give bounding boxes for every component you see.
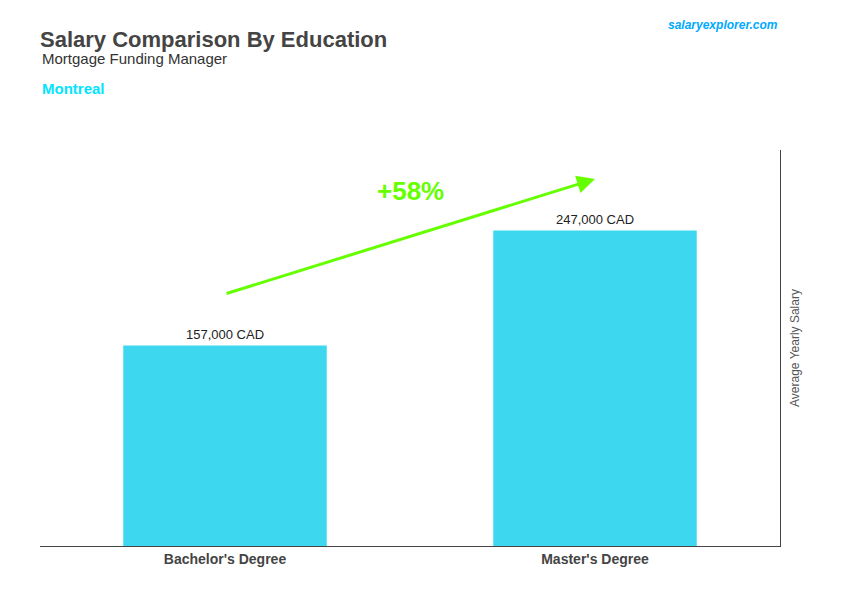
svg-text:Bachelor's Degree: Bachelor's Degree xyxy=(164,551,287,567)
svg-text:Mortgage Funding Manager: Mortgage Funding Manager xyxy=(42,50,227,67)
svg-text:157,000 CAD: 157,000 CAD xyxy=(186,327,264,342)
svg-text:Master's Degree: Master's Degree xyxy=(541,551,649,567)
svg-text:salaryexplorer.com: salaryexplorer.com xyxy=(668,18,778,32)
svg-text:Average Yearly Salary: Average Yearly Salary xyxy=(788,289,802,407)
svg-text:+58%: +58% xyxy=(377,176,444,206)
svg-text:247,000 CAD: 247,000 CAD xyxy=(556,212,634,227)
svg-text:Montreal: Montreal xyxy=(42,80,105,97)
svg-text:Salary Comparison By Education: Salary Comparison By Education xyxy=(40,27,387,52)
